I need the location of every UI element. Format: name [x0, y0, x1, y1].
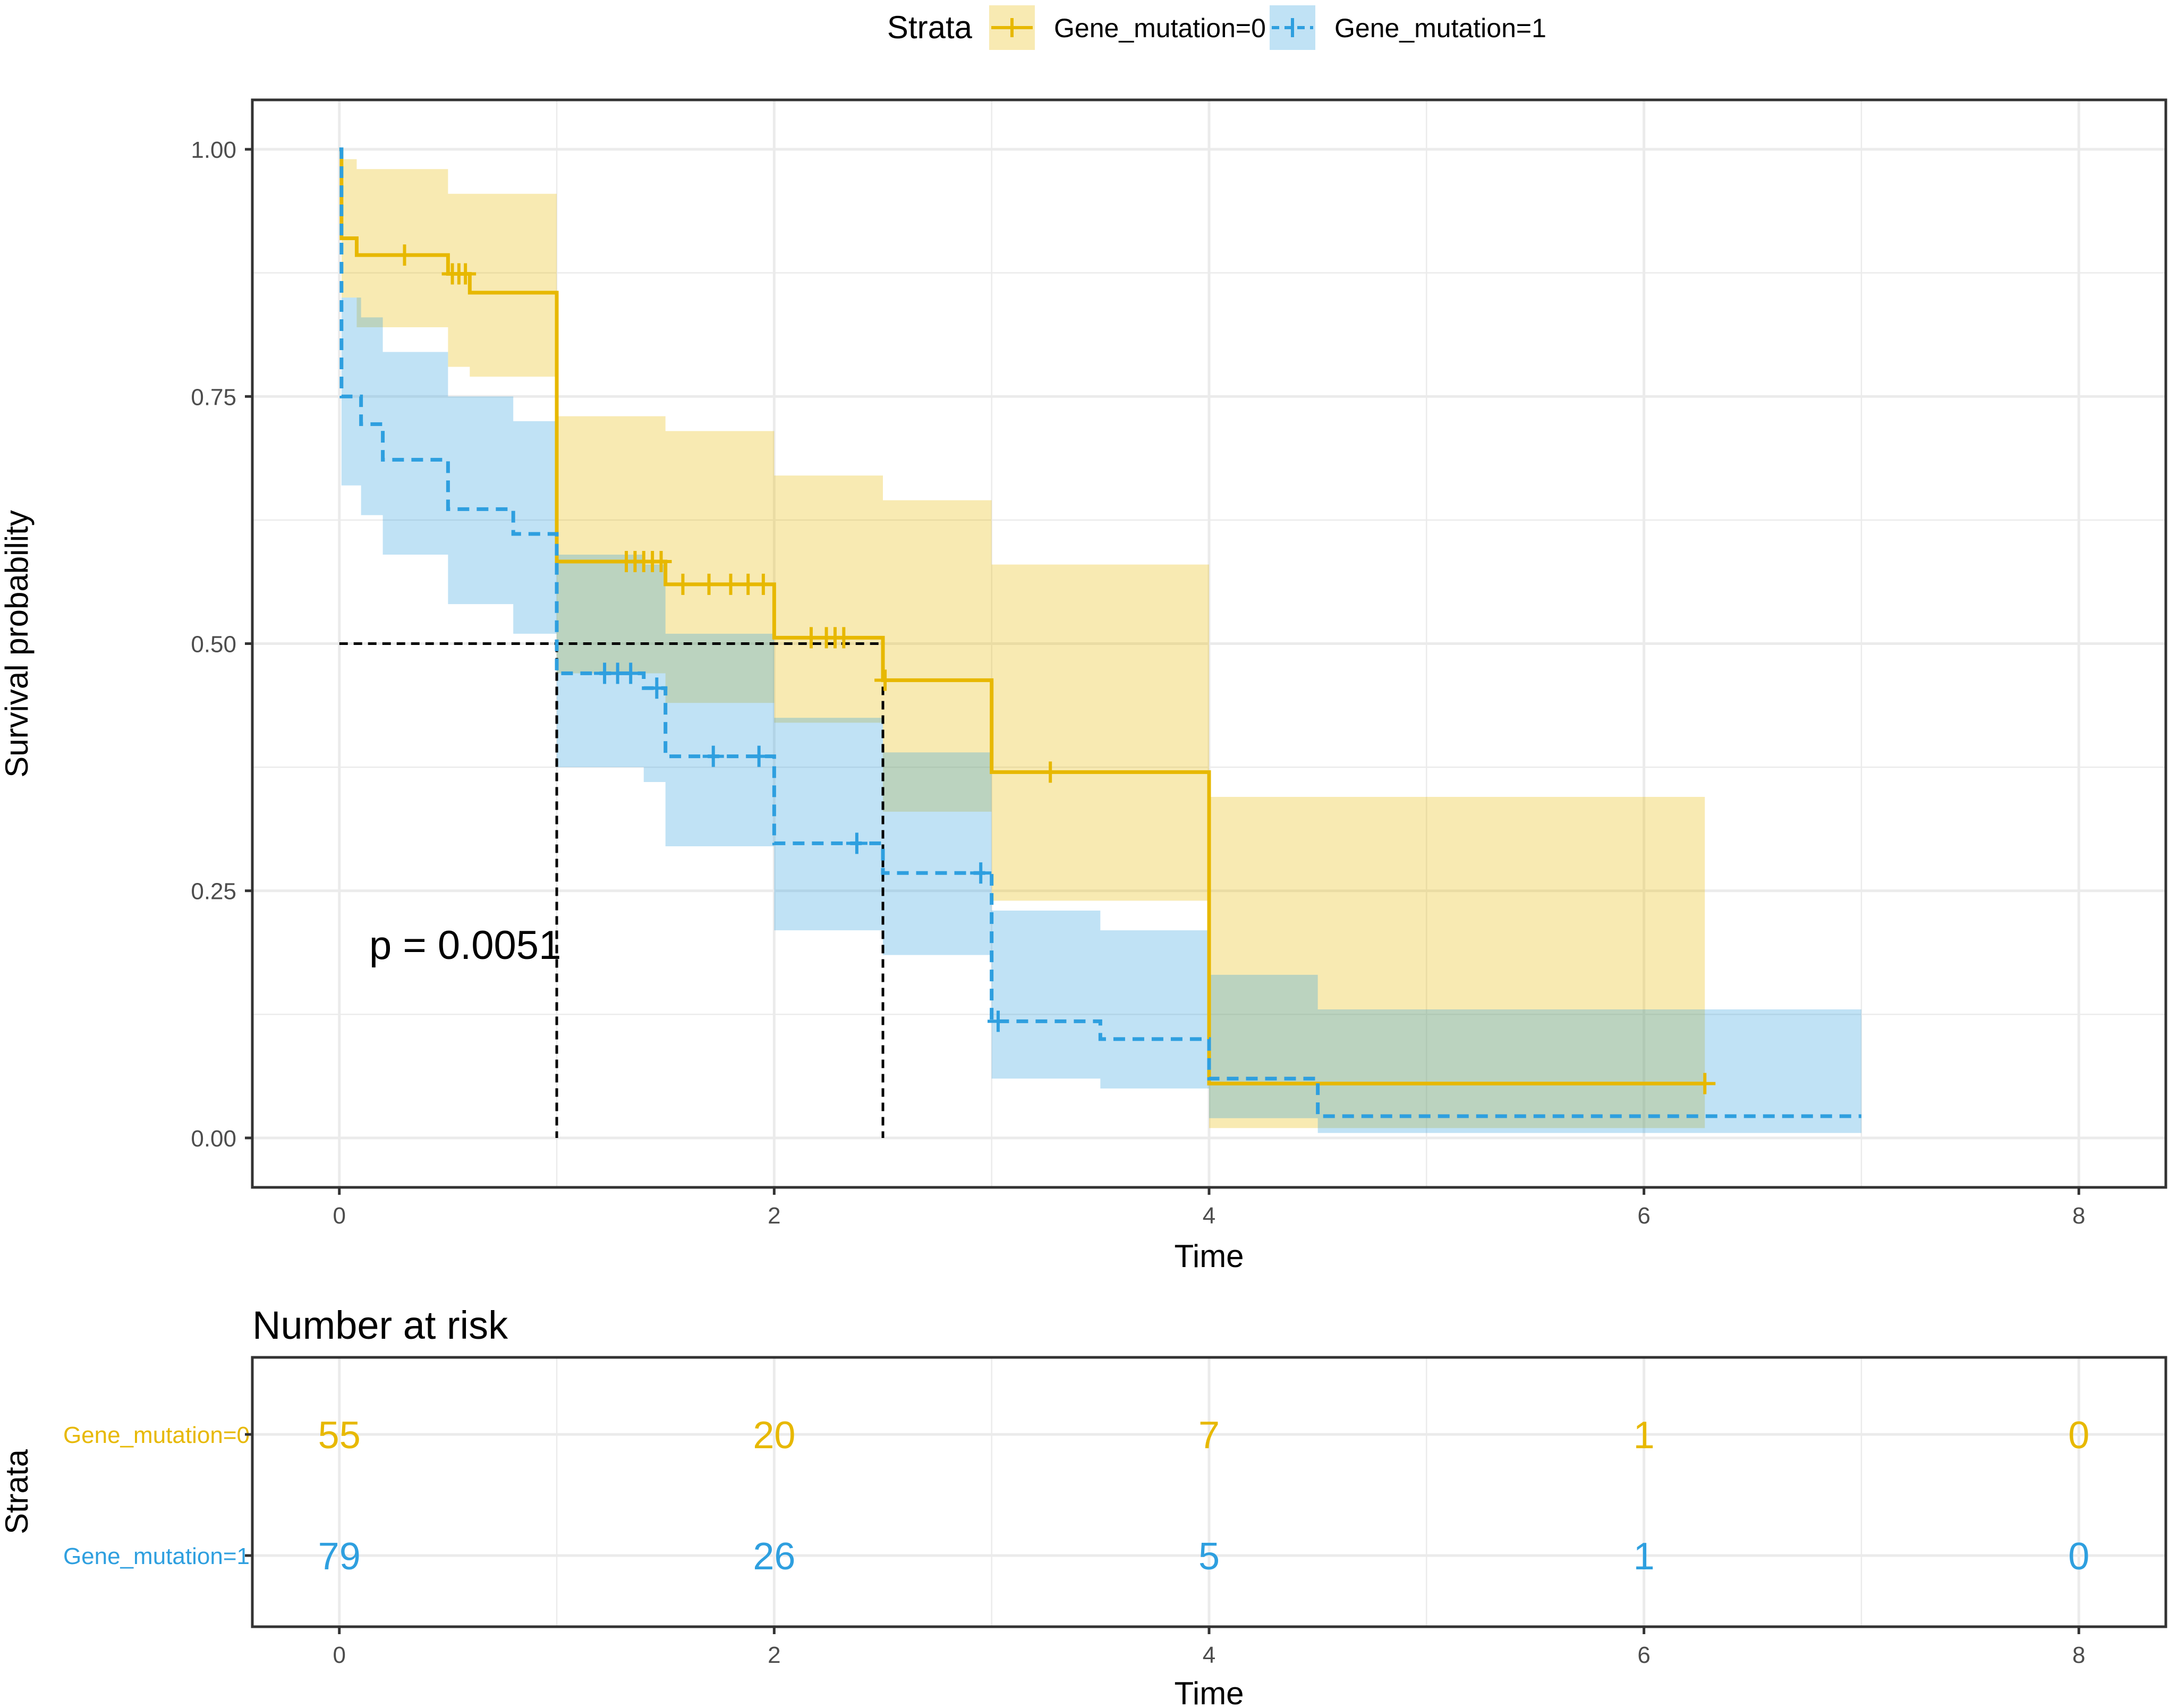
y-tick-label: 1.00 — [191, 137, 236, 163]
table-x-tick-label: 8 — [2072, 1642, 2085, 1668]
censor-mark-mut0 — [833, 627, 855, 649]
x-tick-label: 8 — [2072, 1203, 2085, 1229]
risk-count-mut0: 20 — [753, 1414, 795, 1457]
censor-mark-mut0 — [1040, 761, 1061, 783]
legend-title: Strata — [887, 10, 973, 45]
y-tick-label: 0.75 — [191, 384, 236, 410]
censor-mark-mut1 — [646, 677, 668, 699]
risk-row-label-mut1: Gene_mutation=1 — [63, 1543, 250, 1569]
survival-curve-mut1 — [339, 147, 1861, 1118]
censor-mark-mut1 — [970, 862, 992, 884]
y-axis-title: Survival probability — [0, 510, 35, 778]
risk-table-cells: 55 20 7 1 0 79 26 5 1 0 — [318, 1414, 2090, 1578]
risk-count-mut0: 0 — [2068, 1414, 2089, 1457]
p-value-annotation: p = 0.0051 — [369, 923, 561, 968]
risk-count-mut0: 55 — [318, 1414, 361, 1457]
censor-mark-mut0 — [394, 244, 415, 266]
survival-curve-mut0 — [339, 147, 1705, 1086]
risk-count-mut1: 0 — [2068, 1535, 2089, 1578]
risk-count-mut0: 1 — [1634, 1414, 1655, 1457]
legend-key-mut1 — [1270, 5, 1315, 50]
censor-mark-mut0 — [874, 669, 896, 691]
risk-table-axes: 0 2 4 6 8 — [245, 1433, 2086, 1668]
censor-mark-mut1 — [846, 832, 867, 854]
censor-marks — [394, 244, 1716, 1094]
risk-table-y-axis-title: Strata — [0, 1449, 35, 1534]
censor-mark-mut0 — [698, 573, 720, 595]
risk-count-mut0: 7 — [1198, 1414, 1220, 1457]
risk-count-mut1: 79 — [318, 1535, 361, 1578]
risk-table-grid — [252, 1357, 2166, 1627]
survival-panel: p = 0.0051 0 2 4 6 8 0.00 0.25 0.50 0.75 1.00 Tim… — [0, 98, 2167, 1274]
risk-count-mut1: 1 — [1634, 1535, 1655, 1578]
median-survival-lines — [339, 642, 884, 1138]
censor-mark-mut1 — [987, 1010, 1009, 1032]
confidence-band-mut1 — [339, 149, 1861, 1133]
legend: Strata Gene_mutation=0 Gene_mutation=1 — [887, 5, 1546, 50]
y-tick-label: 0.00 — [191, 1126, 236, 1152]
y-tick-label: 0.50 — [191, 632, 236, 658]
censor-mark-mut0 — [752, 573, 774, 595]
table-x-tick-label: 0 — [333, 1642, 345, 1668]
x-axis-title: Time — [1174, 1238, 1244, 1274]
x-tick-label: 0 — [333, 1203, 345, 1229]
x-tick-label: 6 — [1637, 1203, 1650, 1229]
table-x-tick-label: 4 — [1203, 1642, 1215, 1668]
survival-confidence-bands — [339, 149, 1861, 1133]
risk-table-row-labels: Gene_mutation=0 Gene_mutation=1 — [63, 1422, 250, 1569]
risk-table-title: Number at risk — [252, 1303, 508, 1347]
risk-count-mut1: 5 — [1198, 1535, 1220, 1578]
table-x-tick-label: 2 — [768, 1642, 780, 1668]
risk-table: Number at risk 55 20 7 1 079 26 5 1 0 Gene_mutat… — [0, 1303, 2167, 1708]
risk-table-x-axis-title: Time — [1174, 1676, 1244, 1708]
censor-mark-mut0 — [672, 573, 694, 595]
censor-mark-mut1 — [702, 745, 724, 767]
confidence-band-mut0 — [339, 149, 1705, 1128]
legend-label-mut0: Gene_mutation=0 — [1054, 13, 1266, 43]
legend-label-mut1: Gene_mutation=1 — [1334, 13, 1546, 43]
legend-key-mut0 — [989, 5, 1035, 50]
table-x-tick-label: 6 — [1637, 1642, 1650, 1668]
x-tick-label: 2 — [768, 1203, 780, 1229]
censor-mark-mut0 — [455, 263, 477, 285]
risk-row-label-mut0: Gene_mutation=0 — [63, 1422, 250, 1448]
survival-axes: 0 2 4 6 8 0.00 0.25 0.50 0.75 1.00 — [191, 137, 2085, 1229]
x-tick-label: 4 — [1203, 1203, 1215, 1229]
survival-curves — [339, 147, 1861, 1118]
y-tick-label: 0.25 — [191, 879, 236, 905]
censor-mark-mut0 — [650, 551, 672, 573]
censor-mark-mut1 — [748, 745, 770, 767]
censor-mark-mut1 — [620, 662, 642, 684]
risk-count-mut1: 26 — [753, 1535, 795, 1578]
censor-mark-mut0 — [1694, 1073, 1716, 1094]
